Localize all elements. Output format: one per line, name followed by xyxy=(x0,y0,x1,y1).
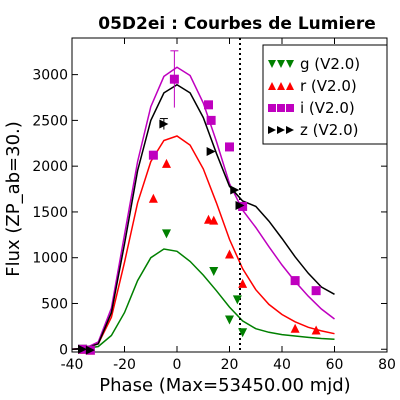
curve-g xyxy=(71,248,335,351)
data-point-r xyxy=(209,215,219,225)
data-point-r xyxy=(204,214,213,224)
legend-marker-z xyxy=(277,126,285,134)
chart-title: 05D2ei : Courbes de Lumiere xyxy=(98,14,376,34)
data-point-i xyxy=(148,150,158,160)
data-point-i xyxy=(169,74,179,84)
data-point-z xyxy=(159,119,169,129)
data-point-g xyxy=(162,229,171,239)
model-curves xyxy=(71,66,335,351)
legend-marker-r xyxy=(286,82,294,90)
legend-label-g: g (V2.0) xyxy=(300,55,360,73)
y-tick-label: 1000 xyxy=(32,251,68,267)
data-point-i xyxy=(204,100,213,110)
x-tick-label: 60 xyxy=(326,357,344,373)
legend-marker-g xyxy=(268,60,276,68)
data-point-z xyxy=(230,185,240,195)
data-point-r xyxy=(225,249,234,259)
legend-label-i: i (V2.0) xyxy=(300,99,355,117)
legend-label-z: z (V2.0) xyxy=(300,121,358,139)
legend-marker-g xyxy=(277,60,285,68)
y-tick-label: 3000 xyxy=(32,68,68,84)
data-point-i xyxy=(290,276,300,286)
data-point-z xyxy=(235,201,245,211)
data-point-i xyxy=(311,286,321,296)
x-axis-label: Phase (Max=53450.00 mjd) xyxy=(99,375,350,396)
curve-r xyxy=(71,135,335,351)
data-point-r xyxy=(162,158,171,168)
data-point-i xyxy=(206,115,216,125)
legend: g (V2.0) r (V2.0) i (V2.0) z (V2.0) xyxy=(262,44,388,145)
data-markers xyxy=(78,50,321,355)
curve-z xyxy=(71,83,335,351)
legend-marker-z xyxy=(286,126,294,134)
x-tick-label: -40 xyxy=(61,357,84,373)
legend-marker-g xyxy=(286,60,294,68)
data-point-g xyxy=(238,328,248,338)
x-tick-label: -20 xyxy=(113,357,136,373)
legend-label-r: r (V2.0) xyxy=(300,77,357,95)
y-tick-label: 500 xyxy=(41,296,68,312)
data-point-g xyxy=(209,266,219,276)
data-point-z xyxy=(78,344,87,354)
data-point-r xyxy=(290,323,300,333)
data-point-r xyxy=(148,193,158,203)
y-tick-label: 1500 xyxy=(32,205,68,221)
legend-marker-i xyxy=(277,104,285,112)
y-tick-label: 2000 xyxy=(32,159,68,175)
legend-marker-i xyxy=(286,104,294,112)
x-tick-label: 0 xyxy=(173,357,182,373)
data-point-r xyxy=(238,278,248,288)
axis-ticks: -40 -20 0 20 40 60 80 0 500 1000 1500 2000 2500 3000 xyxy=(32,38,396,373)
curve-i xyxy=(71,66,335,351)
data-point-g xyxy=(225,315,234,325)
legend-marker-i xyxy=(268,104,276,112)
legend-marker-r xyxy=(268,82,276,90)
x-tick-label: 40 xyxy=(273,357,291,373)
legend-marker-r xyxy=(277,82,285,90)
x-tick-label: 80 xyxy=(378,357,396,373)
data-point-z xyxy=(206,147,216,157)
data-point-r xyxy=(311,325,321,335)
data-point-g xyxy=(232,295,242,305)
y-tick-label: 2500 xyxy=(32,113,68,129)
y-tick-label: 0 xyxy=(59,342,68,358)
data-point-i xyxy=(225,142,234,152)
y-axis-label: Flux (ZP_ab=30.) xyxy=(3,121,24,277)
data-point-z xyxy=(85,345,95,355)
x-tick-label: 20 xyxy=(221,357,239,373)
legend-marker-z xyxy=(268,126,276,134)
